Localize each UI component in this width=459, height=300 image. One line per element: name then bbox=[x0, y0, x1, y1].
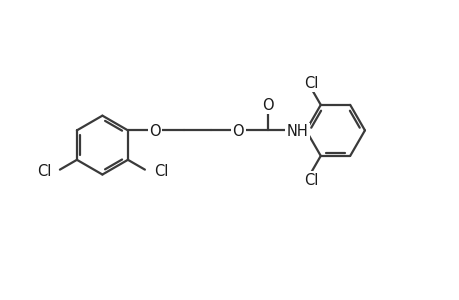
Text: Cl: Cl bbox=[303, 173, 318, 188]
Text: Cl: Cl bbox=[153, 164, 168, 178]
Text: Cl: Cl bbox=[37, 164, 51, 178]
Text: O: O bbox=[261, 98, 273, 113]
Text: O: O bbox=[149, 124, 160, 140]
Text: Cl: Cl bbox=[303, 76, 318, 91]
Text: O: O bbox=[232, 124, 244, 140]
Text: NH: NH bbox=[285, 124, 308, 140]
